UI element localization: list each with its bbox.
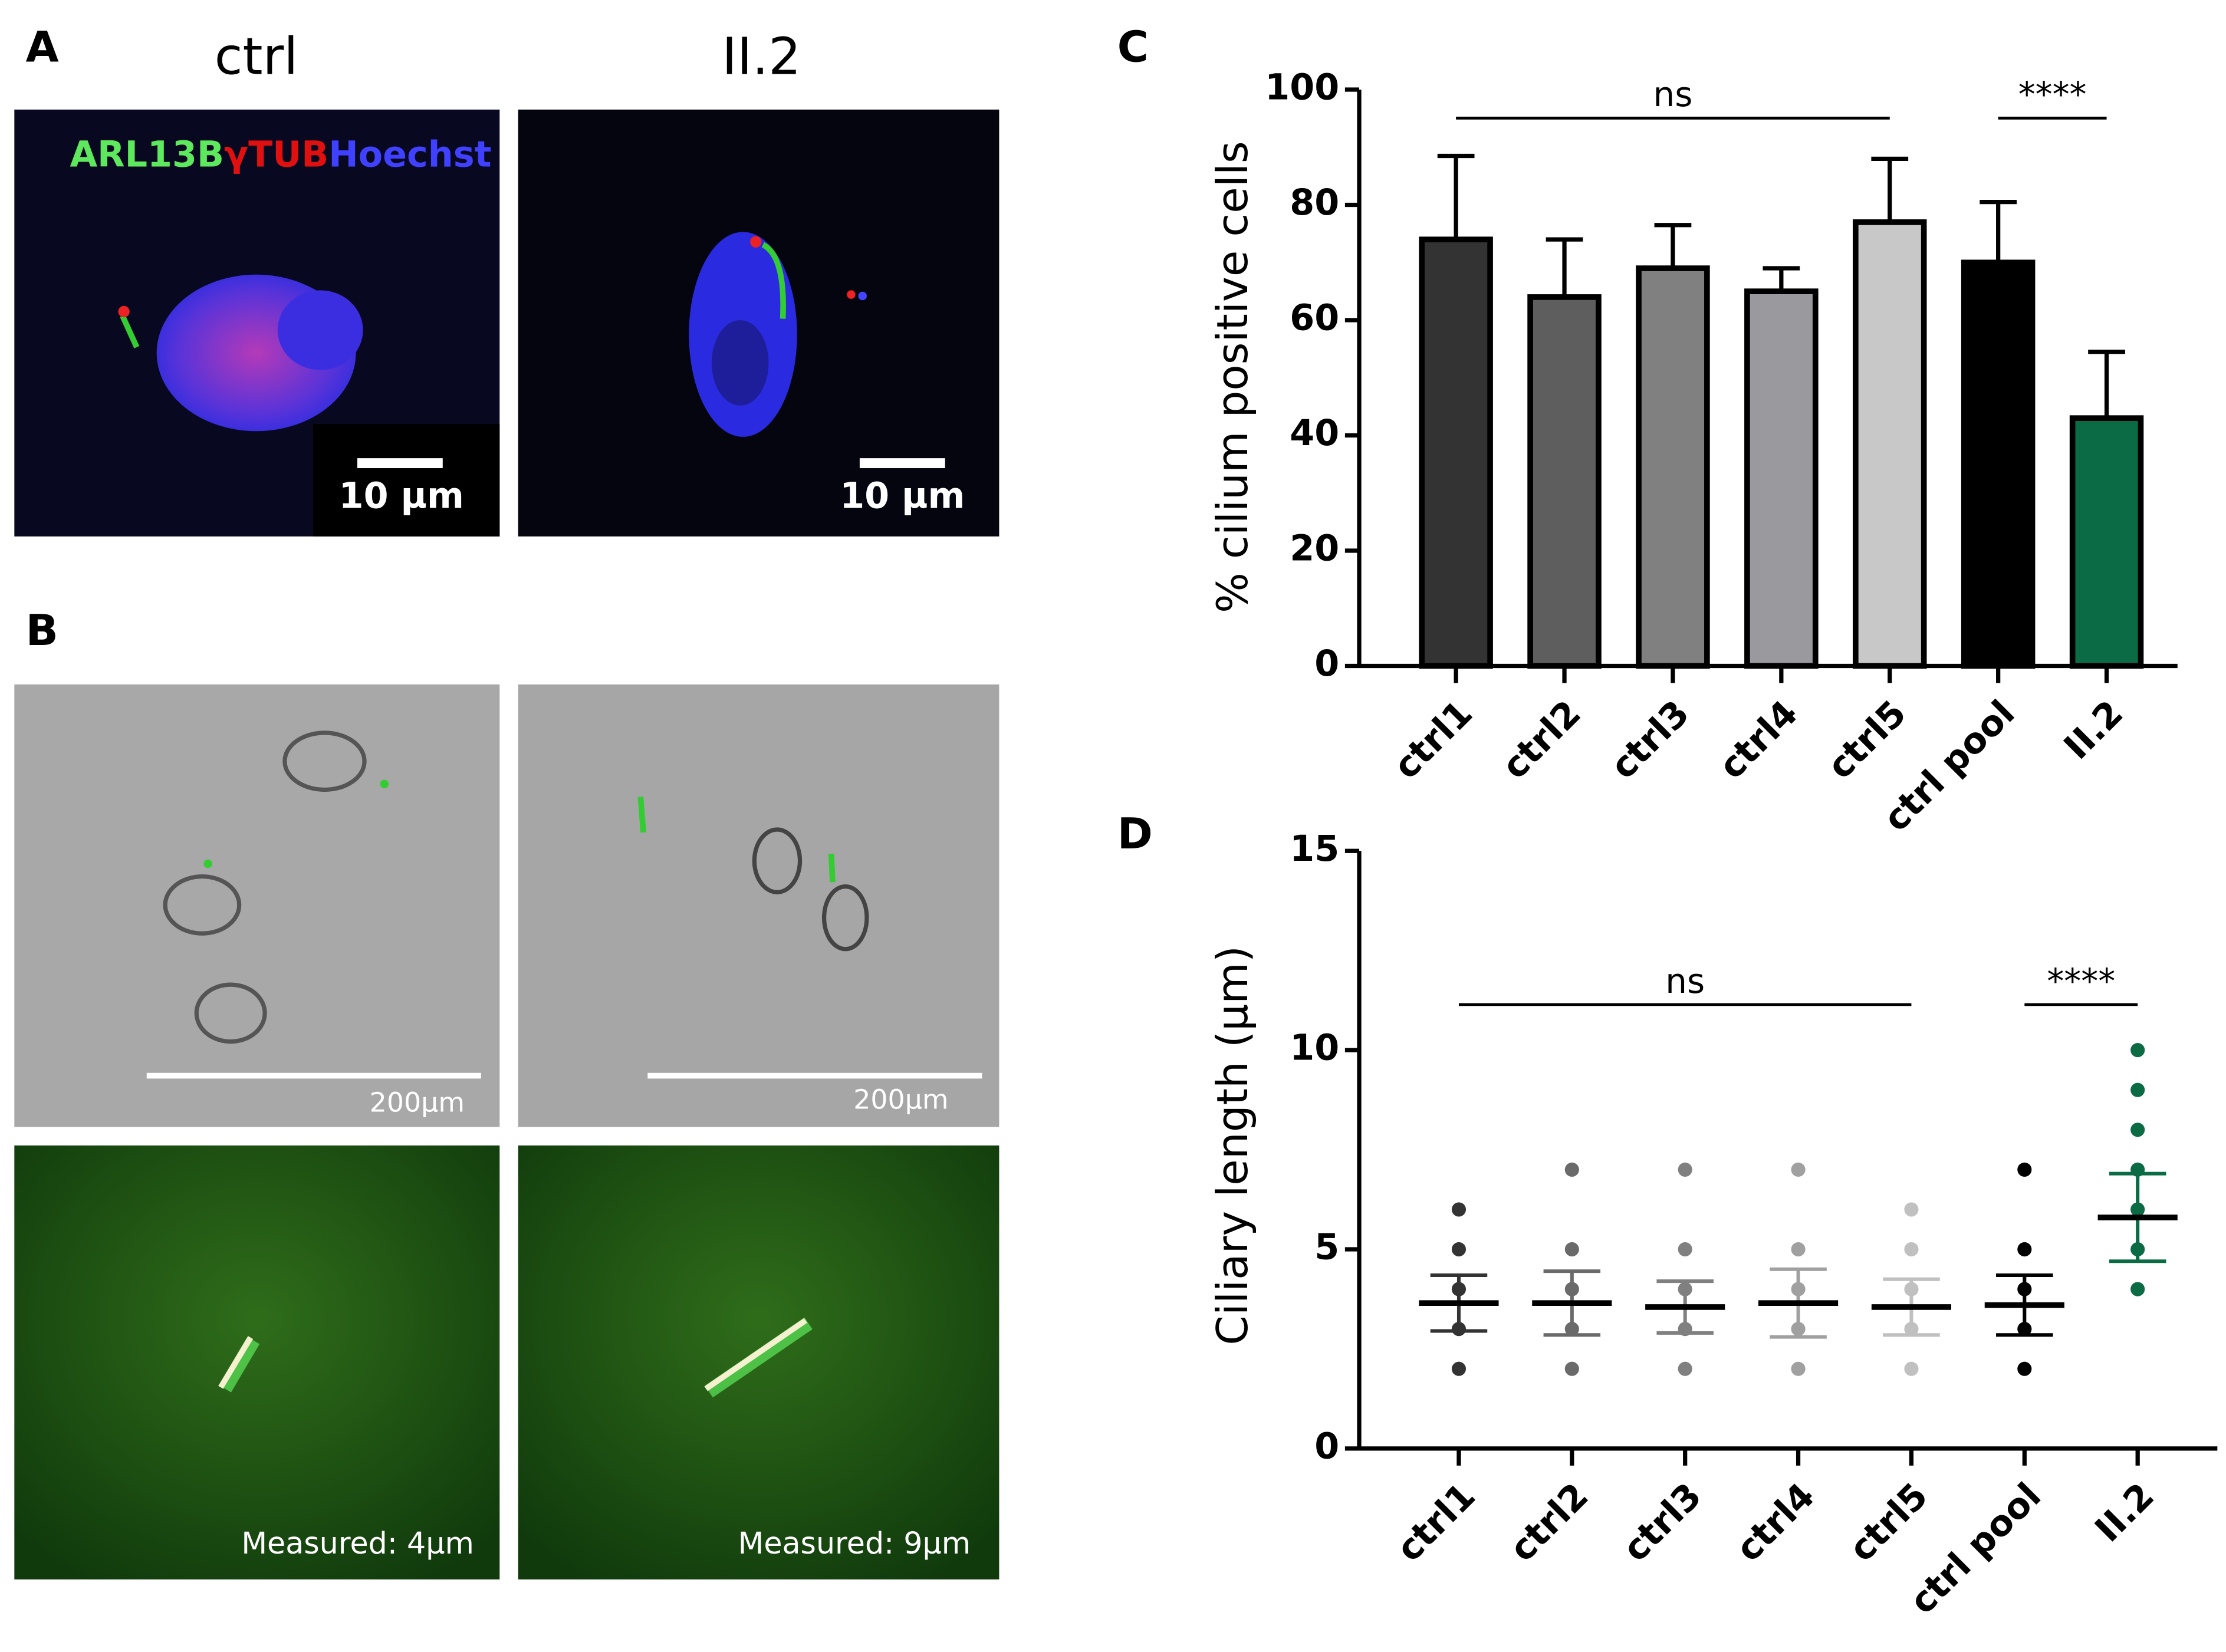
y-tick-label: 0: [1314, 1426, 1339, 1467]
data-point: [1451, 1202, 1467, 1217]
bar: [1853, 219, 1927, 669]
y-tick-label: 15: [1290, 828, 1339, 870]
x-tick-label: ctrl3: [1615, 1475, 1710, 1570]
panel-label: C: [1117, 22, 1149, 72]
x-tick-label: ctrl2: [1494, 693, 1589, 788]
x-tick-label: II.2: [2087, 1475, 2162, 1550]
data-point: [2130, 1043, 2145, 1058]
data-point: [1451, 1361, 1467, 1376]
data-point: [2017, 1361, 2032, 1376]
data-point: [1791, 1361, 1806, 1376]
significance-label: ns: [1665, 961, 1705, 1001]
y-tick-label: 5: [1314, 1227, 1339, 1268]
bar: [1636, 265, 1710, 669]
x-tick-label: ctrl5: [1842, 1475, 1936, 1570]
bar: [1744, 288, 1819, 669]
scale-bar-label: 200µm: [370, 1086, 465, 1118]
micrograph: [518, 109, 999, 537]
scale-bar-label: 10 µm: [840, 475, 965, 516]
stain-label: ARL13BγTUBHoechst: [70, 134, 491, 175]
x-tick-label: ctrl4: [1728, 1475, 1823, 1570]
panel-label: B: [26, 606, 58, 656]
data-point: [2130, 1082, 2145, 1097]
data-point: [1678, 1162, 1692, 1177]
panel-label: A: [26, 22, 59, 72]
significance-label: ****: [2047, 961, 2115, 1001]
data-point: [2017, 1242, 2032, 1257]
panel-label: D: [1117, 809, 1153, 859]
micrograph: [518, 684, 999, 1127]
micrograph: [14, 684, 500, 1127]
data-point: [1791, 1242, 1806, 1257]
x-tick-label: ctrl1: [1389, 1475, 1484, 1570]
bar: [2069, 415, 2144, 669]
x-tick-label: II.2: [2056, 693, 2131, 768]
x-tick-label: ctrl2: [1502, 1475, 1597, 1570]
y-tick-label: 60: [1290, 298, 1339, 339]
data-point: [1678, 1242, 1692, 1257]
significance-label: ns: [1653, 74, 1693, 114]
y-tick-label: 20: [1290, 528, 1339, 570]
stain: γTUB: [224, 134, 328, 175]
data-point: [1791, 1162, 1806, 1177]
data-point: [1904, 1202, 1919, 1217]
x-tick-label: ctrl4: [1711, 693, 1806, 788]
scale-bar-label: 200µm: [853, 1084, 948, 1115]
y-tick-label: 40: [1290, 413, 1339, 454]
micrograph: [14, 109, 500, 537]
micrograph: [14, 1145, 999, 1579]
x-tick-label: ctrl1: [1386, 693, 1481, 788]
data-point: [1678, 1361, 1692, 1376]
data-point: [1904, 1242, 1919, 1257]
stain: Hoechst: [328, 134, 491, 175]
measurement-label: Measured: 4µm: [241, 1526, 474, 1561]
y-tick-label: 80: [1290, 182, 1339, 223]
significance-label: ****: [2018, 74, 2087, 114]
data-point: [1451, 1242, 1467, 1257]
column-title: ctrl: [215, 27, 298, 86]
data-point: [1564, 1361, 1579, 1376]
bar: [1527, 294, 1602, 669]
bar: [1419, 236, 1493, 669]
x-tick-label: ctrl3: [1603, 693, 1698, 788]
y-axis-label: Ciliary length (µm): [1208, 946, 1258, 1345]
data-point: [1564, 1162, 1579, 1177]
data-point: [2017, 1162, 2032, 1177]
data-point: [2130, 1282, 2145, 1296]
bar: [1961, 259, 2036, 669]
measurement-label: Measured: 9µm: [738, 1526, 971, 1561]
y-tick-label: 10: [1290, 1028, 1339, 1069]
stain: ARL13B: [70, 134, 224, 175]
column-title: II.2: [722, 27, 801, 86]
scale-bar-label: 10 µm: [339, 475, 464, 516]
data-point: [1564, 1242, 1579, 1257]
y-tick-label: 100: [1265, 67, 1339, 108]
x-tick-label: ctrl5: [1820, 693, 1915, 788]
data-point: [1904, 1361, 1919, 1376]
y-axis-label: % cilium positive cells: [1208, 141, 1258, 613]
y-tick-label: 0: [1314, 643, 1339, 685]
data-point: [2130, 1123, 2145, 1137]
